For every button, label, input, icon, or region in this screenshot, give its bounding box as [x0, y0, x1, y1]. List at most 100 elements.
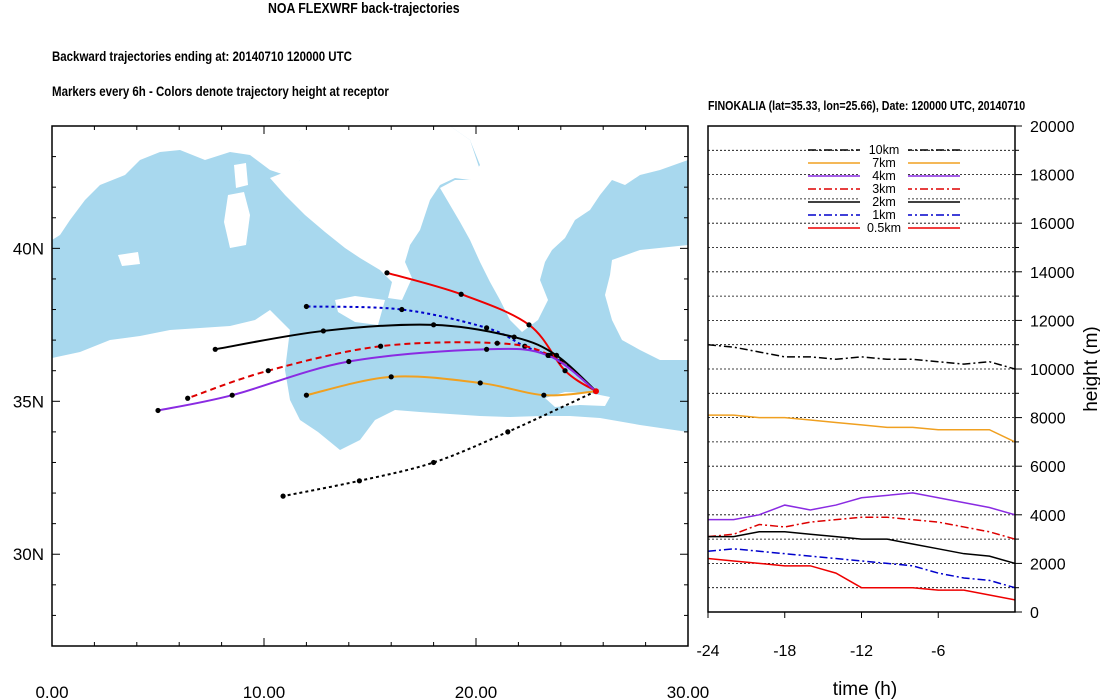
map-x-tick-label: 0.00 — [35, 683, 68, 700]
trajectory-1km — [306, 305, 597, 392]
trajectory-marker-7km — [541, 392, 547, 398]
height-chart-title: FINOKALIA (lat=35.33, lon=25.66), Date: … — [708, 98, 1026, 113]
trajectory-marker-0.5km — [458, 291, 464, 297]
trajectory-marker-4km — [229, 392, 235, 398]
trajectory-marker-4km — [484, 346, 490, 352]
height-x-tick-label: -6 — [931, 643, 945, 660]
trajectory-marker-3km — [494, 340, 500, 346]
height-series-7km — [708, 414, 1015, 443]
height-series-2km — [708, 531, 1015, 565]
trajectory-marker-3km — [378, 343, 384, 349]
height-series-3km — [708, 516, 1015, 540]
height-series-1km — [708, 548, 1015, 589]
trajectory-map: 0.00 10.00 20.00 30.00 30N 35N 40N — [13, 125, 710, 700]
trajectory-marker-10km — [280, 493, 286, 499]
height-y-tick-label: 12000 — [1030, 313, 1075, 330]
height-y-tick-label: 4000 — [1030, 508, 1066, 525]
height-x-tick-label: -12 — [850, 643, 873, 660]
map-y-tick-label: 35N — [13, 392, 44, 411]
height-x-tick-label: -24 — [696, 643, 719, 660]
trajectory-marker-4km — [346, 358, 352, 365]
trajectory-marker-2km — [511, 334, 517, 340]
trajectory-marker-0.5km — [384, 270, 390, 276]
map-frame — [51, 125, 689, 647]
trajectory-marker-7km — [303, 392, 309, 398]
land-italy — [270, 126, 480, 300]
trajectory-marker-4km — [155, 407, 161, 414]
legend-label-3km: 3km — [872, 182, 896, 196]
legend-label-bg — [860, 182, 908, 194]
land-europe — [52, 126, 300, 240]
height-y-tick-label: 20000 — [1030, 119, 1075, 136]
legend-label-7km: 7km — [872, 156, 896, 170]
legend-label-bg — [860, 156, 908, 168]
trajectory-marker-10km — [505, 429, 511, 435]
height-y-tick-label: 0 — [1030, 605, 1039, 622]
legend-label-10km: 10km — [869, 143, 900, 157]
height-y-tick-label: 14000 — [1030, 265, 1075, 282]
trajectory-end-subtitle: Backward trajectories ending at: 2014071… — [52, 48, 352, 64]
height-x-tick-label: -18 — [773, 643, 796, 660]
legend-label-bg — [860, 221, 908, 233]
height-series-0.5km — [708, 557, 1015, 601]
map-axes: 0.00 10.00 20.00 30.00 30N 35N 40N — [13, 125, 710, 700]
height-series-4km — [708, 492, 1015, 521]
trajectory-10km — [282, 390, 597, 498]
trajectory-marker-2km — [553, 352, 560, 359]
height-y-tick-label: 10000 — [1030, 362, 1075, 379]
land-sardinia — [224, 192, 250, 248]
land-mallorca — [118, 252, 140, 266]
trajectory-7km — [306, 375, 597, 397]
trajectory-marker-7km — [477, 380, 483, 386]
legend-label-0.5km: 0.5km — [867, 221, 901, 235]
trajectory-marker-2km — [431, 322, 437, 328]
map-x-tick-label: 20.00 — [455, 683, 498, 700]
legend-label-2km: 2km — [872, 195, 896, 209]
height-y-tick-label: 8000 — [1030, 411, 1066, 428]
height-y-tick-label: 6000 — [1030, 459, 1066, 476]
legend-label-bg — [860, 169, 908, 181]
trajectory-marker-3km — [185, 395, 191, 401]
trajectory-marker-7km — [388, 374, 394, 380]
receptor-marker — [592, 388, 599, 395]
height-series-10km — [708, 343, 1015, 370]
map-x-tick-label: 30.00 — [667, 683, 710, 700]
land-masses — [52, 126, 688, 646]
land-anatolia — [605, 245, 688, 360]
trajectory-marker-2km — [212, 346, 218, 352]
map-y-tick-label: 40N — [13, 239, 44, 258]
trajectory-marker-1km — [484, 325, 490, 331]
trajectory-marker-4km — [545, 352, 551, 359]
trajectory-marker-10km — [431, 459, 437, 466]
land-sicily — [335, 296, 385, 325]
height-y-tick-label: 18000 — [1030, 168, 1075, 185]
map-y-tick-label: 30N — [13, 545, 44, 564]
trajectory-marker-1km — [303, 303, 309, 310]
land-balkans — [440, 126, 688, 332]
trajectory-marker-3km — [265, 368, 271, 374]
height-y-axis-label: height (m) — [1081, 326, 1100, 412]
map-x-tick-label: 10.00 — [243, 683, 286, 700]
marker-legend-subtitle: Markers every 6h - Colors denote traject… — [52, 83, 389, 99]
trajectory-marker-0.5km — [526, 322, 532, 328]
trajectory-marker-10km — [356, 478, 362, 484]
height-x-axis-label: time (h) — [833, 679, 897, 700]
height-y-tick-label: 16000 — [1030, 216, 1075, 233]
trajectory-marker-2km — [320, 328, 326, 334]
legend-label-bg — [860, 208, 908, 220]
legend-label-4km: 4km — [872, 169, 896, 183]
trajectory-marker-1km — [399, 306, 405, 313]
trajectory-marker-0.5km — [562, 368, 568, 374]
main-title: NOA FLEXWRF back-trajectories — [268, 0, 460, 17]
height-chart: 0 2000 4000 6000 8000 10000 12000 14000 16000 180… — [696, 119, 1100, 700]
land-corsica — [234, 163, 248, 188]
height-axes: 0 2000 4000 6000 8000 10000 12000 14000 16000 180… — [696, 119, 1100, 700]
legend-label-1km: 1km — [872, 208, 896, 222]
height-y-tick-label: 2000 — [1030, 556, 1066, 573]
trajectory-lines — [155, 270, 599, 499]
height-series — [708, 343, 1015, 601]
legend-label-bg — [860, 143, 908, 155]
legend-label-bg — [860, 195, 908, 207]
